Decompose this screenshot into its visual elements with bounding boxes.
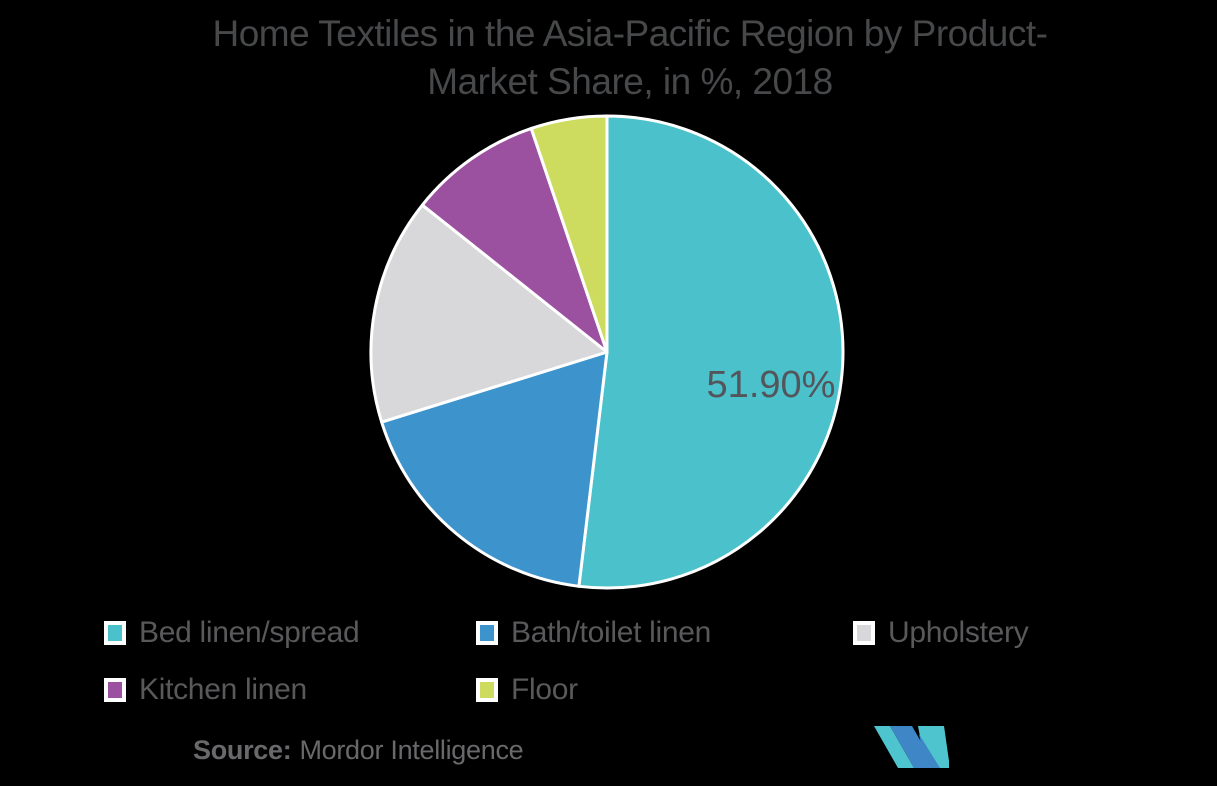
legend-swatch-bed-linen-spread xyxy=(104,621,126,645)
logo-right-blue-triangle xyxy=(919,734,940,768)
legend-label: Floor xyxy=(511,673,578,706)
legend-swatch-kitchen-linen xyxy=(104,678,126,702)
legend-item-bed-linen-spread: Bed linen/spread xyxy=(104,616,360,649)
legend-label: Bed linen/spread xyxy=(139,616,360,649)
legend-item-floor: Floor xyxy=(476,673,578,706)
legend-swatch-upholstery xyxy=(853,621,875,645)
pie-chart: 51.90% xyxy=(369,114,845,590)
pie-slice-floor xyxy=(529,114,609,354)
mordor-intelligence-logo xyxy=(874,726,949,768)
pie-slice-bath-toilet-linen xyxy=(380,350,609,588)
source-label: Source: xyxy=(193,735,292,765)
pie-slice-kitchen-linen xyxy=(420,126,609,354)
chart-title-line2: Market Share, in %, 2018 xyxy=(427,61,833,102)
pie-slice-bed-linen-spread xyxy=(577,114,845,590)
legend-label: Bath/toilet linen xyxy=(511,616,712,649)
legend-item-kitchen-linen: Kitchen linen xyxy=(104,673,307,706)
legend-label: Upholstery xyxy=(888,616,1029,649)
legend-swatch-bath-toilet-linen xyxy=(476,621,498,645)
source-text: Mordor Intelligence xyxy=(299,735,524,765)
pie-slice-upholstery xyxy=(369,203,609,424)
chart-title: Home Textiles in the Asia-Pacific Region… xyxy=(40,10,1217,106)
legend-swatch-floor xyxy=(476,678,498,702)
legend-item-bath-toilet-linen: Bath/toilet linen xyxy=(476,616,711,649)
chart-title-line1: Home Textiles in the Asia-Pacific Region… xyxy=(212,13,1049,54)
slice-value-label: 51.90% xyxy=(707,364,836,406)
legend-label: Kitchen linen xyxy=(139,673,307,706)
source: Source: Mordor Intelligence xyxy=(193,735,524,766)
legend-item-upholstery: Upholstery xyxy=(853,616,1029,649)
logo-left-teal-band xyxy=(874,726,914,768)
